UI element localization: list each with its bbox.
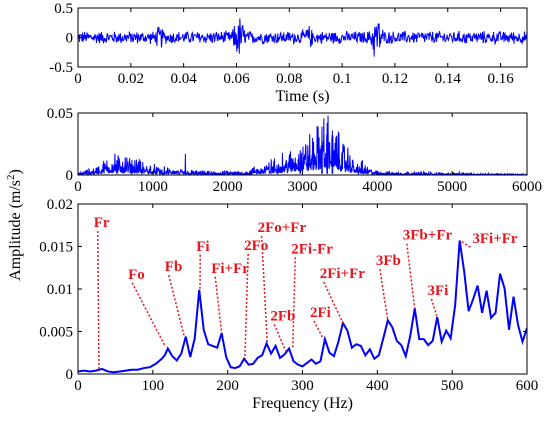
- wide-spectrum-panel: 0 1000 2000 3000 4000 5000 6000 0 0.05: [47, 106, 542, 195]
- annotation-leader-8: [273, 324, 288, 354]
- x-tick-label: 6000: [512, 179, 542, 195]
- annotation-leader-4: [214, 276, 223, 334]
- x-tick-label: 100: [142, 378, 165, 394]
- x-tick-label: 0.08: [276, 71, 302, 87]
- shared-ylabel-main: Amplitude (m/s: [7, 180, 24, 281]
- annotation-label-7: 2Fi-Fr: [291, 241, 333, 257]
- x-tick-label: 0.06: [223, 71, 250, 87]
- y-tick-label: 0.05: [47, 106, 73, 122]
- shared-ylabel-sup: 2: [5, 174, 17, 180]
- annotation-label-6: 2Fo+Fr: [258, 220, 307, 236]
- annotation-label-13: 3Fi: [427, 283, 448, 299]
- y-tick-label: 0: [66, 168, 74, 184]
- x-tick-label: 300: [291, 378, 314, 394]
- x-tick-label: 0: [74, 378, 82, 394]
- x-tick-label: 2000: [213, 179, 243, 195]
- x-tick-label: 600: [516, 378, 539, 394]
- y-tick-label: 0: [66, 31, 74, 47]
- annotation-leader-6: [260, 236, 269, 344]
- y-tick-label: 0: [66, 367, 74, 383]
- x-tick-label: 4000: [362, 179, 392, 195]
- y-tick-label: 0.02: [47, 197, 73, 213]
- annotation-label-1: Fo: [128, 267, 145, 283]
- annotation-label-11: 3Fb: [376, 253, 401, 269]
- x-tick-label: 0: [74, 179, 82, 195]
- annotation-label-5: 2Fo: [244, 238, 268, 254]
- annotation-leader-9: [313, 320, 325, 340]
- spectrum-peak-4: [299, 150, 302, 174]
- annotation-label-10: 2Fi+Fr: [320, 266, 366, 282]
- annotation-label-0: Fr: [94, 215, 110, 231]
- y-tick-label: 0.015: [39, 240, 73, 256]
- spectrum-peak-0: [184, 153, 187, 174]
- series-line-1: [78, 115, 527, 175]
- y-tick-label: 0.005: [39, 325, 73, 341]
- annotation-leader-11: [379, 269, 389, 321]
- annotation-label-4: Fi+Fr: [211, 261, 249, 277]
- x-tick-label: 0.04: [171, 71, 198, 87]
- x-tick-label: 0: [74, 71, 82, 87]
- annotation-leader-2: [168, 274, 185, 337]
- x-tick-label: 0.02: [118, 71, 144, 87]
- annotation-leader-13: [430, 298, 438, 318]
- x-axis-label: Frequency (Hz): [252, 395, 353, 412]
- y-tick-label: 0.5: [54, 1, 73, 17]
- time-signal-panel: 0 0.02 0.04 0.06 0.08 0.1 0.12 0.14 0.16-0.500.5…: [49, 1, 528, 105]
- annotation-leader-12: [406, 243, 416, 309]
- x-tick-label: 0.14: [435, 71, 462, 87]
- annotation-leader-5: [244, 253, 249, 359]
- shared-ylabel: Amplitude (m/s2): [5, 169, 24, 281]
- annotation-label-9: 2Fi: [310, 305, 331, 321]
- annotation-label-3: Fi: [196, 239, 209, 255]
- annotation-leader-10: [323, 281, 344, 324]
- annotation-label-2: Fb: [165, 259, 183, 275]
- low-spectrum-panel: 0 100 200 300 400 500 600 0 0.005 0.01 0.015 0.02 Fr…: [39, 197, 538, 412]
- annotation-label-14: 3Fi+Fr: [472, 231, 518, 247]
- x-tick-label: 0.16: [487, 71, 514, 87]
- annotation-leader-7: [292, 257, 297, 349]
- x-axis-label: Time (s): [275, 88, 329, 105]
- x-tick-label: 5000: [437, 179, 467, 195]
- shared-ylabel-end: ): [7, 169, 24, 174]
- x-tick-label: 500: [441, 378, 464, 394]
- y-tick-label: -0.5: [49, 60, 73, 76]
- y-tick-label: 0.01: [47, 282, 73, 298]
- x-tick-label: 0.12: [382, 71, 408, 87]
- x-tick-label: 0.1: [333, 71, 352, 87]
- series-line-2: [78, 240, 527, 374]
- x-tick-label: 400: [366, 378, 389, 394]
- series-line-0: [78, 18, 527, 57]
- x-tick-label: 200: [216, 378, 239, 394]
- annotation-leader-1: [131, 282, 167, 348]
- annotation-label-12: 3Fb+Fr: [403, 228, 453, 244]
- annotation-leader-0: [96, 230, 100, 369]
- x-tick-label: 3000: [288, 179, 318, 195]
- annotation-label-8: 2Fb: [270, 308, 295, 324]
- x-tick-label: 1000: [138, 179, 168, 195]
- spectrum-peak-3: [331, 130, 334, 174]
